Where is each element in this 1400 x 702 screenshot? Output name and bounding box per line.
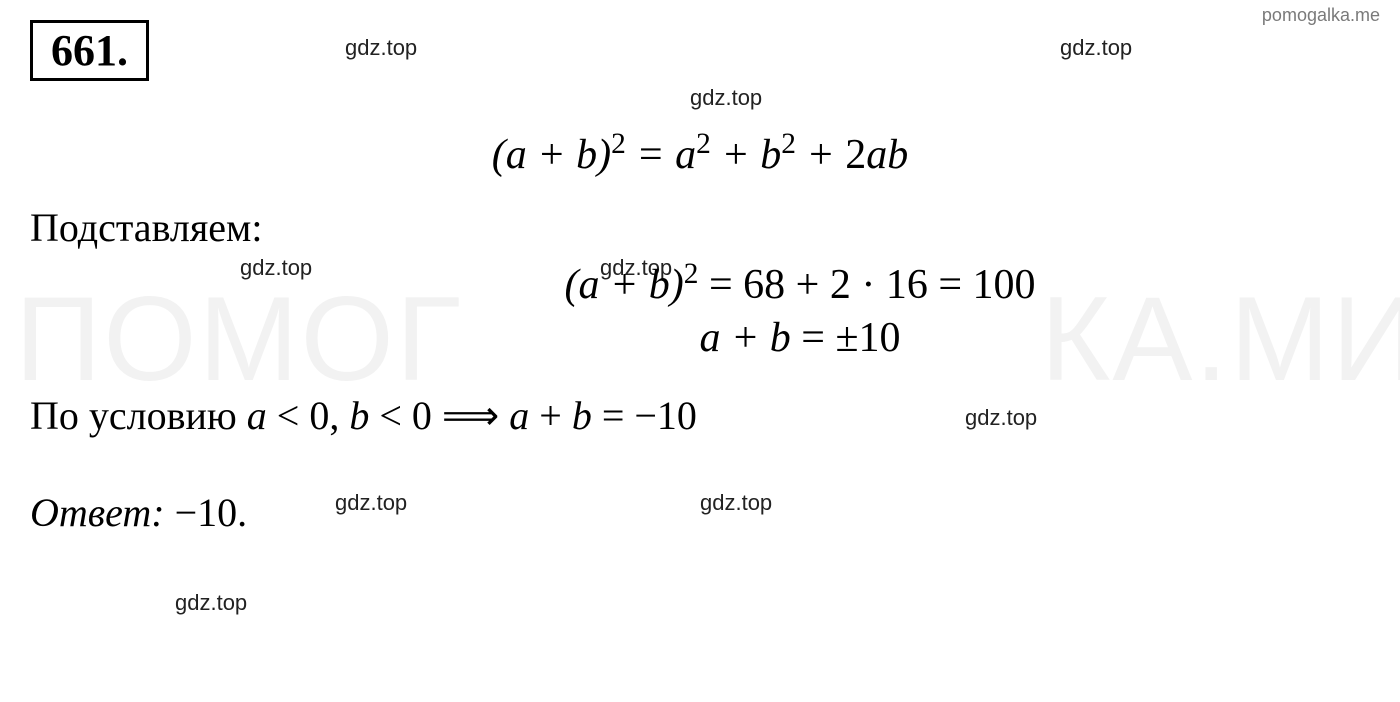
formula-expansion: (a + b)2 = a2 + b2 + 2ab xyxy=(30,131,1370,179)
watermark-corner: pomogalka.me xyxy=(1262,5,1380,26)
watermark-small-2: gdz.top xyxy=(1060,35,1132,61)
watermark-small-1: gdz.top xyxy=(345,35,417,61)
substitute-label: Подставляем: xyxy=(30,204,1370,251)
condition-text: По условию a < 0, b < 0 ⟹ a + b = −10 xyxy=(30,392,1370,439)
watermark-small-3: gdz.top xyxy=(690,85,762,111)
answer-label: Ответ: xyxy=(30,490,165,535)
formula-substitution: (a + b)2 = 68 + 2 · 16 = 100 xyxy=(30,261,1370,309)
answer: Ответ: −10. xyxy=(30,489,1370,536)
problem-number: 661. xyxy=(30,20,149,81)
watermark-small-9: gdz.top xyxy=(175,590,247,616)
formula-result: a + b = ±10 xyxy=(30,314,1370,362)
answer-value: −10 xyxy=(175,490,238,535)
